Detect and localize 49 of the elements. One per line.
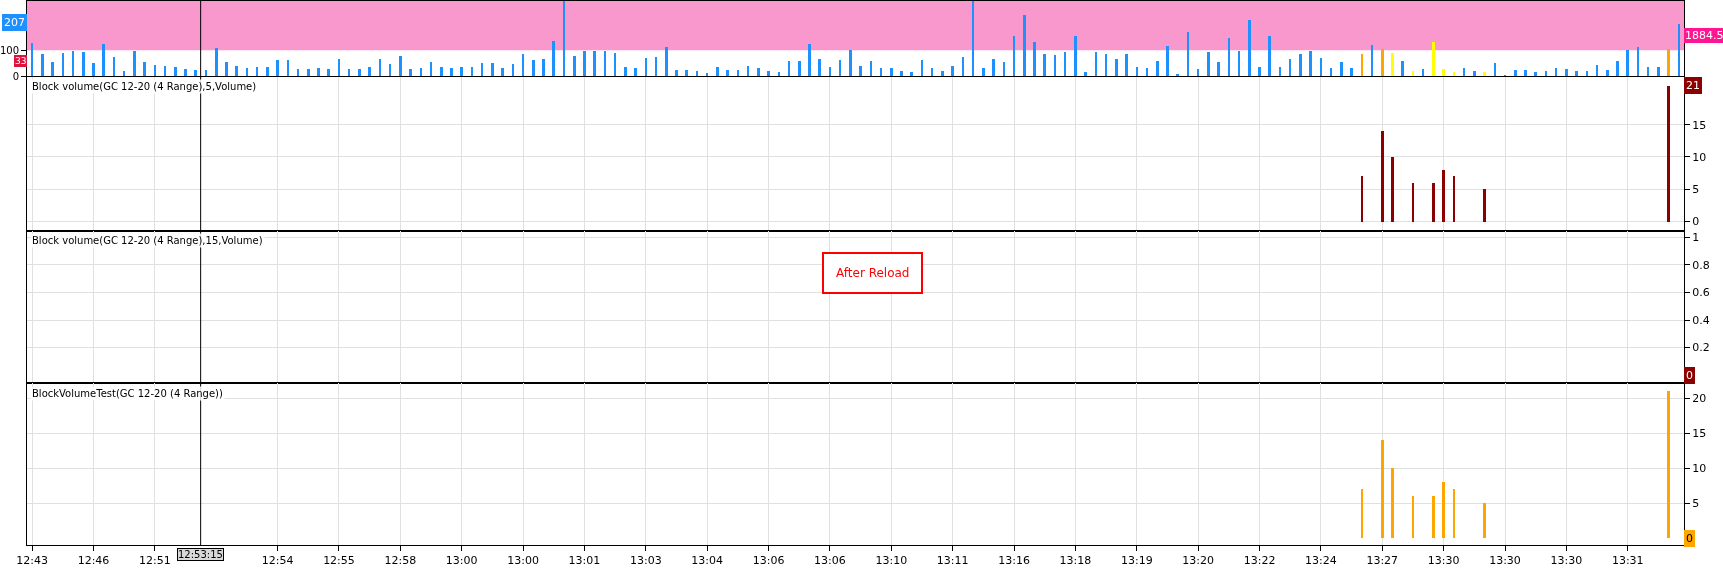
x-tick-label: 13:10 — [875, 554, 908, 568]
y-tick-label: 100 — [0, 44, 19, 56]
x-tick-label: 13:06 — [752, 554, 785, 568]
x-tick-label: 12:55 — [323, 554, 355, 568]
annotation: 21 — [1686, 79, 1700, 92]
y-tick-label: 0.8 — [1692, 258, 1710, 272]
y-tick-label: 0.2 — [1692, 341, 1710, 355]
y-tick-label: 0.4 — [1692, 313, 1710, 327]
chart-title: Block volume(GC 12-20 (4 Range),15,Volume) — [32, 235, 263, 246]
x-tick-label: 12:54 — [261, 554, 294, 568]
y-tick-label: 1 — [1692, 231, 1700, 245]
x-tick-label: 13:31 — [1611, 554, 1644, 568]
x-tick-label: 12:46 — [77, 554, 110, 568]
x-tick-label: 13:06 — [814, 554, 846, 568]
y-tick-label: 10 — [1692, 150, 1707, 164]
x-tick-label: 13:01 — [568, 554, 601, 568]
text: BlockVolumeTest(GC 12-20 (4 Range)) — [32, 388, 224, 399]
x-tick-label: 13:11 — [936, 554, 969, 568]
x-tick-label: 13:30 — [1550, 554, 1583, 568]
annotation: After Reload — [836, 266, 910, 280]
x-tick-label: 13:24 — [1305, 554, 1337, 568]
y-tick-label: 20 — [1692, 392, 1707, 406]
x-tick-label: 13:16 — [998, 554, 1030, 568]
y-tick-label: 0.6 — [1692, 286, 1710, 300]
y-tick-label: 5 — [1692, 183, 1700, 197]
y-tick-label: 0 — [1692, 215, 1700, 229]
text: 12:53:15 — [178, 549, 223, 560]
x-tick-label: 13:20 — [1182, 554, 1214, 568]
y-tick-label: 15 — [1692, 118, 1707, 132]
x-tick-label: 13:30 — [1427, 554, 1460, 568]
annotation: 207 — [4, 16, 25, 29]
x-tick-label: 13:27 — [1366, 554, 1399, 568]
y-tick-label: 15 — [1692, 427, 1707, 441]
text: 33 — [15, 56, 27, 66]
y-tick-label: 10 — [1692, 462, 1707, 476]
x-tick-label: 13:04 — [691, 554, 724, 568]
x-tick-label: 13:22 — [1243, 554, 1276, 568]
x-tick-label: 12:51 — [139, 554, 171, 568]
chart-title: Block volume(GC 12-20 (4 Range),5,Volume) — [32, 81, 257, 92]
text: 1884.5 — [1685, 29, 1723, 42]
x-tick-label: 13:00 — [507, 554, 539, 568]
x-tick-label: 12:43 — [16, 554, 48, 568]
x-tick-label: 13:00 — [445, 554, 478, 568]
y-tick-label: 5 — [1692, 497, 1700, 511]
x-tick-label: 12:58 — [384, 554, 417, 568]
x-tick-label: 13:30 — [1489, 554, 1521, 568]
x-tick-label: 13:19 — [1120, 554, 1153, 568]
x-tick-label: 13:03 — [629, 554, 662, 568]
x-tick-label: 13:18 — [1059, 554, 1092, 568]
